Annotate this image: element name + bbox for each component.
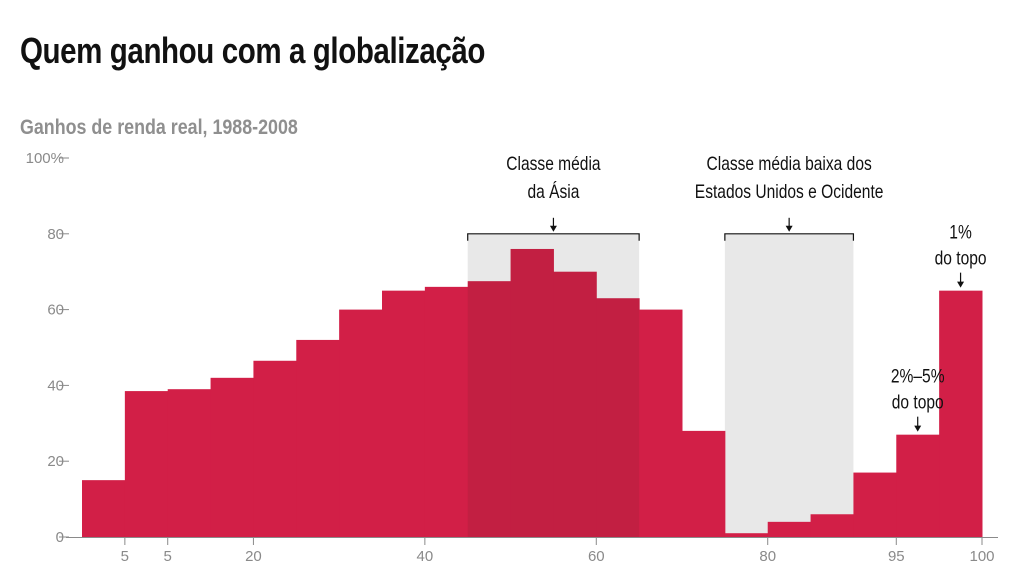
bar — [939, 290, 983, 537]
annotation-text: do topo — [935, 247, 987, 269]
x-tick-label: 60 — [588, 548, 605, 565]
x-tick-label: 5 — [121, 548, 129, 565]
annotation-text: 1% — [949, 221, 972, 243]
y-tick-label: 100% — [26, 150, 64, 167]
x-tick-label: 80 — [759, 548, 776, 565]
bar — [639, 309, 683, 537]
bar — [339, 309, 383, 537]
bar — [253, 360, 297, 537]
bracket — [724, 233, 855, 241]
annotation-text: da Ásia — [527, 180, 579, 202]
y-tick-label: 60 — [47, 302, 64, 319]
y-tick-label: 80 — [47, 226, 64, 243]
x-tick-label: 20 — [245, 548, 262, 565]
bar — [210, 377, 254, 537]
annotation-text: do topo — [892, 391, 944, 413]
bar — [124, 391, 169, 537]
bar — [596, 298, 640, 537]
bar — [510, 248, 554, 537]
annotations: Classe média da Ásia Classe média baixa do… — [467, 152, 987, 432]
band-west-lower-middle-class — [724, 233, 854, 538]
y-tick-label: 20 — [47, 453, 64, 470]
annotation-text: Classe média — [506, 152, 601, 174]
bar — [553, 271, 597, 537]
bar — [424, 286, 469, 537]
x-tick-label: 100 — [969, 548, 994, 565]
annotation-text: Estados Unidos e Ocidente — [695, 180, 884, 202]
bar — [467, 281, 512, 537]
annotation-top-2-5: 2%–5% do topo — [891, 365, 945, 432]
annotation-asia-middle-class: Classe média da Ásia — [467, 152, 640, 241]
bar — [896, 434, 940, 537]
annotation-text: 2%–5% — [891, 365, 945, 387]
bar — [167, 389, 212, 537]
bar — [724, 533, 769, 537]
x-tick-label: 5 — [164, 548, 172, 565]
annotation-top-1: 1% do topo — [935, 221, 987, 288]
annotation-west-lower-middle-class: Classe média baixa dos Estados Unidos e O… — [695, 152, 884, 241]
bar — [296, 339, 340, 537]
bar — [682, 430, 726, 537]
arrow-head — [914, 425, 922, 432]
x-tick-label: 95 — [888, 548, 905, 565]
bar — [382, 290, 426, 537]
arrow-head — [785, 225, 793, 232]
bracket — [467, 233, 640, 241]
bar — [810, 514, 854, 537]
arrow-head — [957, 281, 965, 288]
bar — [767, 521, 812, 537]
chart-title: Quem ganhou com a globalização — [20, 30, 486, 71]
bars — [82, 248, 983, 537]
annotation-text: Classe média baixa dos — [707, 152, 873, 174]
arrow-head — [549, 225, 557, 232]
bar — [853, 472, 897, 537]
bar — [82, 480, 126, 537]
x-tick-label: 40 — [417, 548, 434, 565]
y-tick-label: 40 — [47, 377, 64, 394]
chart-subtitle: Ganhos de renda real, 1988-2008 — [20, 116, 298, 139]
